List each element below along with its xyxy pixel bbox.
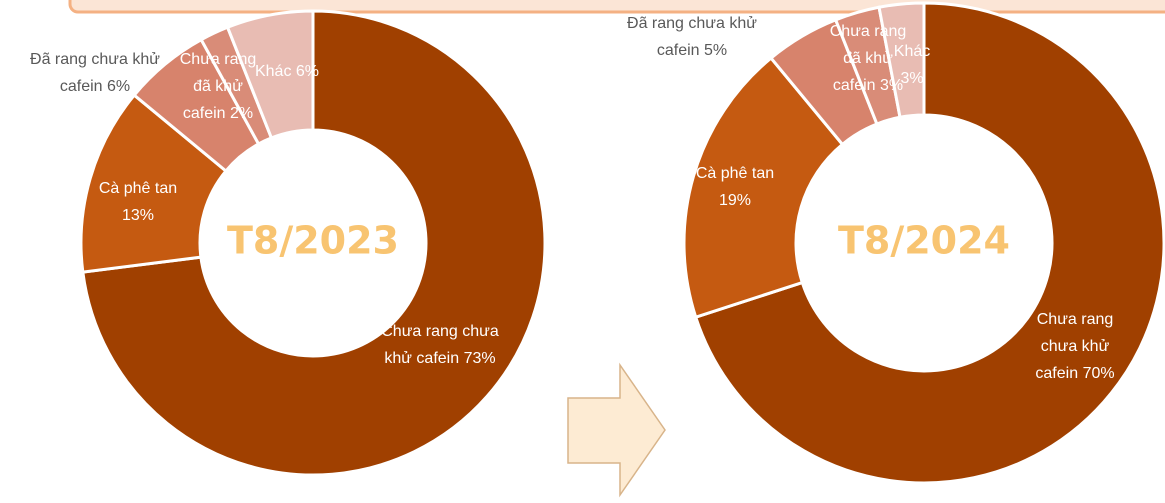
value-label: 2% [230, 105, 254, 122]
category-name: Đã rang chưa khử cafein [627, 15, 757, 59]
data-label: Khác 6% [252, 58, 322, 85]
category-name: Cà phê tan [98, 180, 178, 197]
data-label: Chưa rang chưa khử cafein 73% [380, 318, 500, 372]
category-name: Cà phê tan [695, 165, 775, 182]
center-title: T8/2023 [227, 219, 399, 263]
value-label: 70% [1082, 365, 1115, 382]
data-label: Cà phê tan 13% [83, 175, 193, 229]
category-name: Đã rang chưa khử cafein [30, 51, 160, 95]
value-label: 6% [107, 78, 131, 95]
donut-segment [81, 9, 547, 477]
category-name: Khác [254, 63, 292, 80]
value-label: 13% [121, 207, 155, 224]
donut-segment [693, 1, 1165, 485]
data-label: Cà phê tan 19% [685, 160, 785, 214]
center-title: T8/2024 [838, 219, 1010, 263]
value-label: 6% [295, 63, 320, 80]
data-label: Chưa rang chưa khử cafein 70% [1025, 306, 1125, 387]
category-name: Chưa rang đã khử cafein [829, 23, 907, 94]
arrow [567, 362, 666, 498]
category-name: Khác [893, 43, 931, 60]
category-name: Chưa rang đã khử cafein [179, 51, 257, 122]
value-label: 3% [900, 70, 924, 87]
donut-segment [877, 1, 926, 120]
category-name: Chưa rang chưa khử cafein [1035, 311, 1114, 382]
donut-segment [225, 9, 315, 140]
value-label: 3% [880, 77, 904, 94]
value-label: 19% [718, 192, 752, 209]
data-label: Chưa rang đã khử cafein 3% [828, 18, 908, 99]
donut-segment [682, 55, 845, 320]
value-label: 73% [463, 350, 496, 367]
data-label: Chưa rang đã khử cafein 2% [178, 46, 258, 127]
value-label: 5% [704, 42, 728, 59]
data-label: Đã rang chưa khử cafein 6% [13, 46, 178, 100]
category-name: Chưa rang chưa khử cafein [381, 323, 499, 367]
data-label: Khác 3% [891, 38, 933, 92]
data-label: Đã rang chưa khử cafein 5% [607, 10, 777, 64]
